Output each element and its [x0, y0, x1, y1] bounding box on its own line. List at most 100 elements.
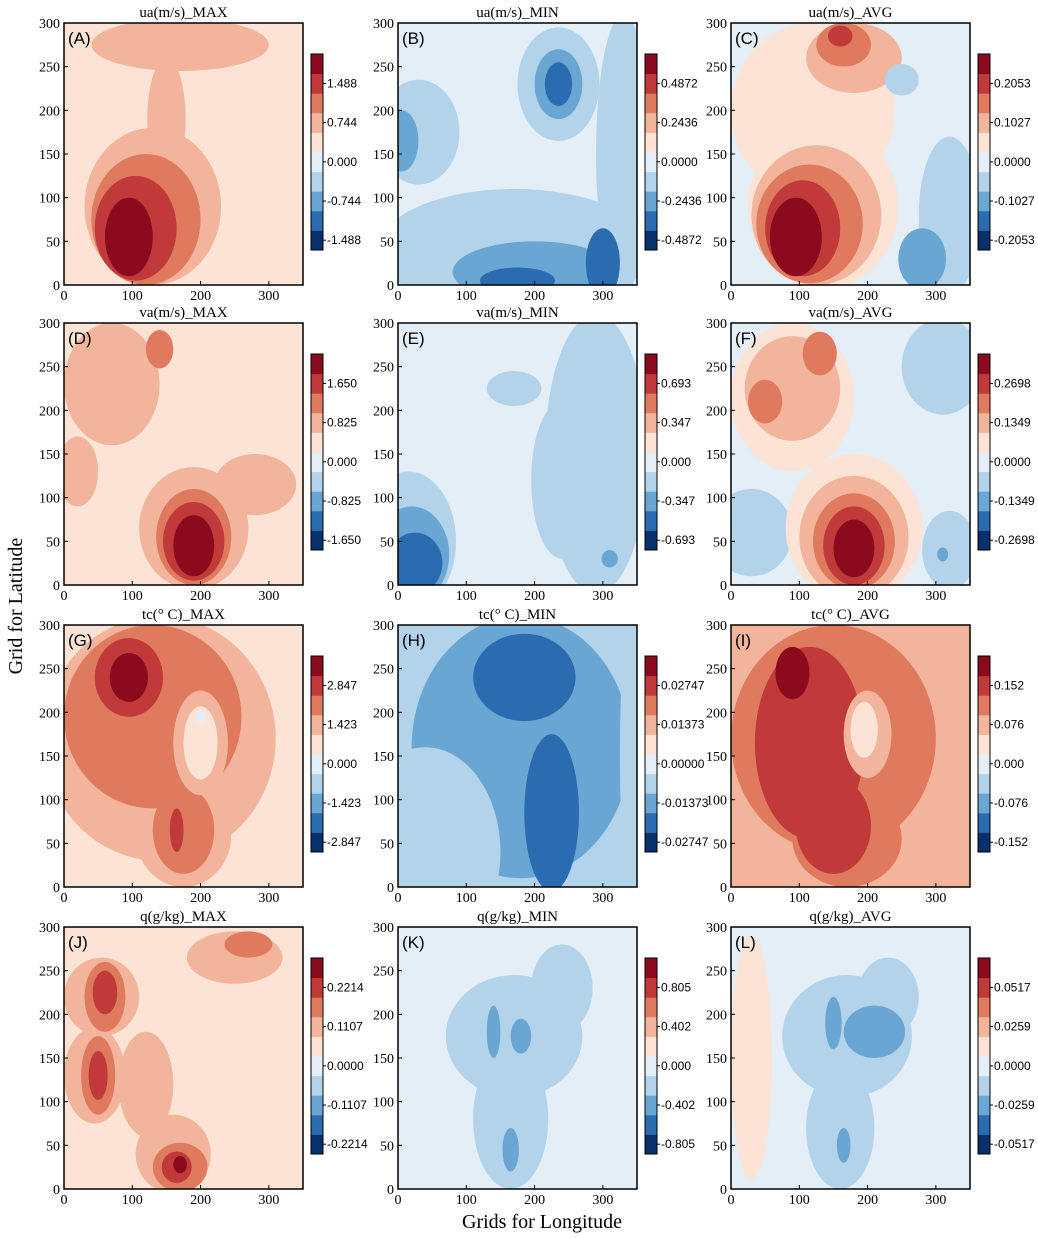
colorbar-band [645, 393, 657, 414]
x-tick-label: 300 [592, 1193, 613, 1208]
colorbar-band [645, 491, 657, 512]
panel-title: q(g/kg)_MAX [140, 909, 227, 925]
colorbar-band [311, 1056, 323, 1077]
colorbar-tick-label: -0.2214 [327, 1137, 368, 1151]
colorbar-band [645, 471, 657, 492]
colorbar-band [978, 152, 990, 173]
contour-region [806, 1066, 875, 1189]
y-tick-label: 50 [46, 837, 60, 852]
heatmap-field [398, 625, 637, 887]
x-tick-label: 0 [61, 1193, 68, 1208]
colorbar-frame [644, 353, 658, 551]
colorbar-band [978, 73, 990, 94]
contour-region [173, 1155, 187, 1174]
y-tick-label: 250 [706, 965, 727, 980]
contour-region [802, 331, 837, 376]
colorbar-band [311, 1095, 323, 1116]
colorbar-band [978, 93, 990, 114]
x-tick-label: 200 [857, 289, 878, 304]
colorbar-band [645, 997, 657, 1018]
y-tick-label: 250 [706, 61, 727, 76]
colorbar-tick-label: 0.01373 [661, 718, 705, 732]
panel-title: q(g/kg)_AVG [809, 909, 891, 925]
colorbar-tick-label: -0.4872 [661, 233, 702, 247]
panel-title: ua(m/s)_MAX [139, 5, 227, 21]
y-tick-label: 50 [380, 535, 394, 550]
y-tick-label: 0 [720, 279, 727, 294]
colorbar-band [645, 373, 657, 394]
colorbar-band [978, 714, 990, 735]
contour-region [731, 935, 772, 1181]
contour-region [531, 944, 593, 1032]
y-tick-label: 150 [706, 448, 727, 463]
y-tick-label: 250 [39, 965, 60, 980]
y-tick-label: 300 [706, 317, 727, 332]
colorbar-band [311, 510, 323, 531]
contour-region [473, 1049, 549, 1189]
contour-region [825, 996, 842, 1050]
colorbar-band [978, 1134, 990, 1155]
y-tick-label: 150 [373, 148, 394, 163]
colorbar-band [311, 373, 323, 394]
colorbar-frame [977, 655, 991, 853]
panel-label: (C) [735, 29, 759, 48]
heatmap-field [64, 927, 303, 1189]
x-tick-label: 0 [395, 289, 402, 304]
panel: ua(m/s)_MIN (B) 0 100 200 300 0 50 100 150 200 250 3… [373, 5, 702, 304]
colorbar-band [311, 675, 323, 696]
colorbar-tick-label: 0.0000 [994, 455, 1031, 469]
panel: tc(° C)_MIN (H) 0 100 200 300 0 50 100 150 200 250 3… [373, 607, 709, 906]
contour-region [183, 706, 218, 780]
y-tick-label: 250 [39, 61, 60, 76]
colorbar-band [311, 132, 323, 153]
y-tick-label: 150 [39, 1052, 60, 1067]
contour-region [731, 488, 793, 577]
colorbar-band [645, 1016, 657, 1037]
x-tick-label: 0 [395, 1193, 402, 1208]
colorbar-tick-label: -0.2053 [994, 233, 1035, 247]
contour-region [109, 652, 148, 702]
colorbar-tick-label: 0.0517 [994, 980, 1031, 994]
panel: tc(° C)_MAX (G) 0 100 200 300 0 50 100 150 200 250 3… [39, 607, 361, 906]
y-tick-label: 150 [706, 750, 727, 765]
contour-region [398, 747, 501, 887]
colorbar: 0.693 0.347 0.000 -0.347 -0.693 [644, 353, 695, 551]
colorbar-tick-label: 0.000 [994, 757, 1024, 771]
contour-region [173, 515, 215, 577]
heatmap-field [731, 323, 970, 585]
colorbar-tick-label: -0.1027 [994, 194, 1035, 208]
colorbar-band [311, 656, 323, 677]
panel: va(m/s)_AVG (F) 0 100 200 300 0 50 100 150 200 250 3… [706, 305, 1035, 604]
y-tick-label: 150 [373, 448, 394, 463]
heatmap-field [64, 625, 303, 887]
colorbar-band [645, 230, 657, 251]
colorbar-tick-label: 0.000 [327, 757, 357, 771]
contour-region [901, 323, 970, 415]
y-tick-label: 200 [39, 404, 60, 419]
colorbar-band [311, 714, 323, 735]
y-tick-label: 250 [706, 361, 727, 376]
y-tick-label: 0 [387, 881, 394, 896]
panel-title: q(g/kg)_MIN [477, 909, 558, 925]
y-tick-label: 200 [706, 404, 727, 419]
colorbar-band [645, 1095, 657, 1116]
colorbar-frame [644, 53, 658, 251]
y-tick-label: 0 [53, 579, 60, 594]
colorbar-band [311, 1075, 323, 1096]
colorbar-frame [977, 53, 991, 251]
x-tick-label: 100 [122, 1193, 143, 1208]
y-tick-label: 100 [39, 192, 60, 207]
x-tick-label: 300 [592, 589, 613, 604]
colorbar-band [645, 695, 657, 716]
x-tick-label: 300 [925, 589, 946, 604]
colorbar: 1.488 0.744 0.000 -0.744 -1.488 [310, 53, 361, 251]
colorbar-band [645, 977, 657, 998]
colorbar-band [978, 734, 990, 755]
colorbar-band [645, 754, 657, 775]
colorbar-band [645, 958, 657, 979]
y-tick-label: 50 [713, 235, 727, 250]
colorbar-band [645, 191, 657, 212]
y-tick-label: 0 [720, 579, 727, 594]
panel: va(m/s)_MAX (D) 0 100 200 300 0 50 100 150 200 250 3… [39, 305, 361, 604]
